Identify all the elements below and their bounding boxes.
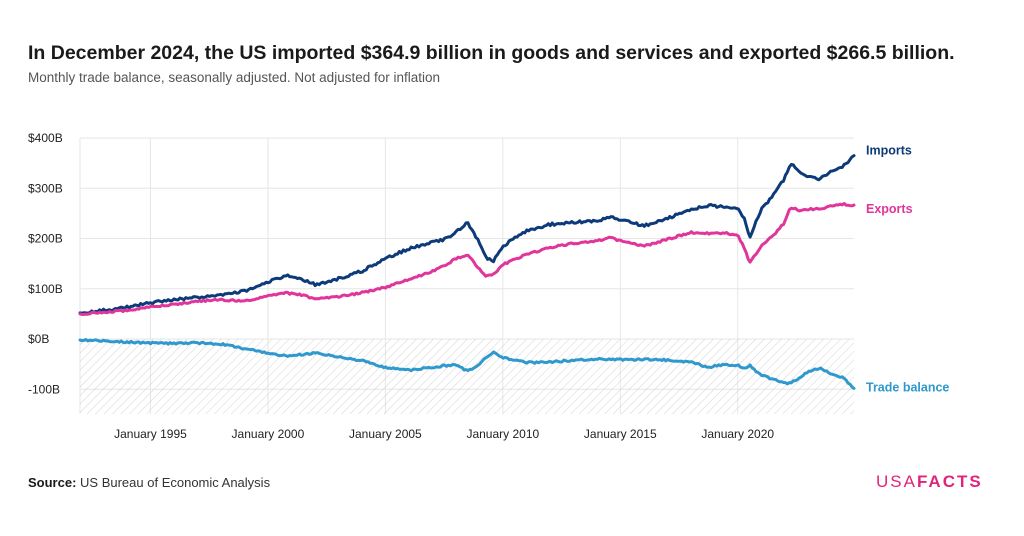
series-labels: Imports Exports Trade balance (866, 144, 949, 395)
chart-title: In December 2024, the US imported $364.9… (28, 42, 955, 64)
negative-region-hatch (80, 339, 854, 414)
logo-usa: USA (876, 472, 917, 491)
usafacts-logo: USAFACTS (876, 472, 983, 492)
y-tick-label: -100B (28, 382, 60, 396)
chart-subtitle: Monthly trade balance, seasonally adjust… (28, 70, 441, 85)
source-text: US Bureau of Economic Analysis (80, 475, 271, 490)
x-tick-label: January 1995 (114, 427, 187, 441)
series-label-trade-balance: Trade balance (866, 380, 949, 394)
x-tick-label: January 2015 (584, 427, 657, 441)
logo-facts: FACTS (916, 472, 983, 491)
y-tick-label: $0B (28, 332, 49, 346)
y-tick-label: $200B (28, 232, 63, 246)
series-line-trade-balance (78, 338, 856, 390)
x-tick-label: January 2020 (701, 427, 774, 441)
y-axis: -100B $0B $100B $200B $300B $400B (28, 131, 63, 396)
x-tick-label: January 2010 (466, 427, 539, 441)
y-tick-label: $400B (28, 131, 63, 145)
series-lines (78, 154, 856, 390)
series-line-imports (78, 154, 856, 315)
x-axis: January 1995 January 2000 January 2005 Janu… (114, 427, 774, 441)
source-note: Source: US Bureau of Economic Analysis (28, 475, 270, 490)
x-tick-label: January 2005 (349, 427, 422, 441)
series-label-imports: Imports (866, 144, 912, 158)
series-label-exports: Exports (866, 202, 913, 216)
y-tick-label: $300B (28, 181, 63, 195)
y-tick-label: $100B (28, 282, 63, 296)
x-tick-label: January 2000 (232, 427, 305, 441)
series-line-exports (78, 202, 856, 316)
source-label: Source: (28, 475, 77, 490)
